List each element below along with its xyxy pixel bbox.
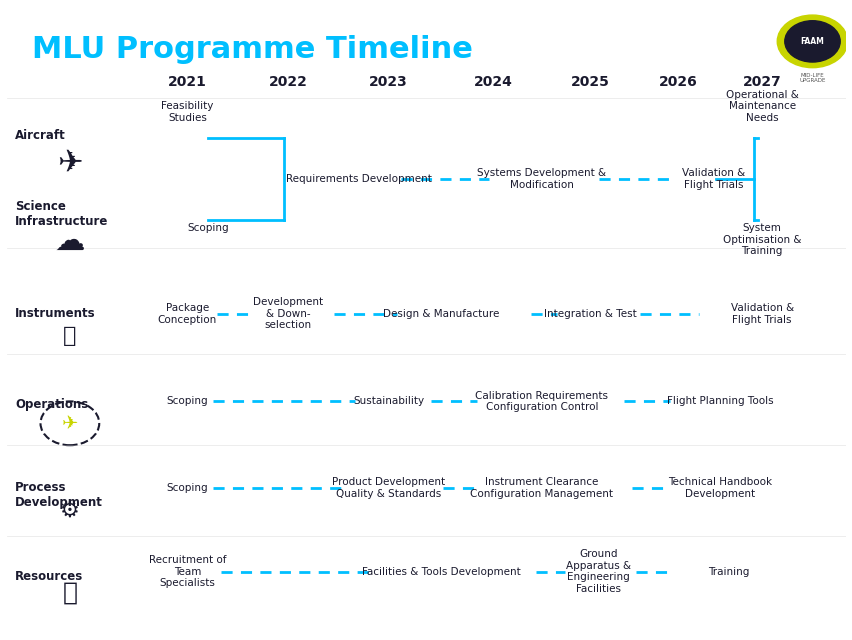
Text: Ground
Apparatus &
Engineering
Facilities: Ground Apparatus & Engineering Facilitie… [565,549,630,594]
Text: Package
Conception: Package Conception [158,303,216,324]
Text: Science
Infrastructure: Science Infrastructure [15,200,108,228]
Text: Instruments: Instruments [15,307,95,320]
Text: 2021: 2021 [168,75,206,89]
Text: Flight Planning Tools: Flight Planning Tools [666,396,773,406]
Text: 🪂: 🪂 [63,326,77,346]
Text: MLU Programme Timeline: MLU Programme Timeline [32,35,473,64]
Text: MID-LIFE
UPGRADE: MID-LIFE UPGRADE [798,73,825,83]
Text: Operations: Operations [15,398,89,411]
Text: Scoping: Scoping [187,223,228,233]
Text: ☁: ☁ [55,227,85,256]
Text: ⚙: ⚙ [60,501,80,521]
Text: Design & Manufacture: Design & Manufacture [383,308,498,319]
Text: Scoping: Scoping [166,483,208,493]
Text: Technical Handbook
Development: Technical Handbook Development [667,477,771,499]
Text: Operational &
Maintenance
Needs: Operational & Maintenance Needs [725,90,797,123]
Text: 2023: 2023 [369,75,407,89]
Text: 2024: 2024 [474,75,512,89]
Text: Recruitment of
Team
Specialists: Recruitment of Team Specialists [148,555,226,588]
Text: Aircraft: Aircraft [15,129,66,142]
Text: Instrument Clearance
Configuration Management: Instrument Clearance Configuration Manag… [469,477,613,499]
Text: ✈: ✈ [57,149,83,178]
Circle shape [784,20,839,62]
Text: Systems Development &
Modification: Systems Development & Modification [477,168,606,190]
Text: Sustainability: Sustainability [353,396,423,406]
Text: Requirements Development: Requirements Development [286,174,432,184]
Text: Process
Development: Process Development [15,481,103,509]
Text: Scoping: Scoping [166,396,208,406]
Text: Development
& Down-
selection: Development & Down- selection [253,297,323,330]
Circle shape [776,15,847,68]
Text: 2022: 2022 [268,75,307,89]
Text: Integration & Test: Integration & Test [543,308,636,319]
Text: Validation &
Flight Trials: Validation & Flight Trials [682,168,745,190]
Text: 👥: 👥 [62,580,78,604]
Text: 2027: 2027 [742,75,780,89]
Text: Training: Training [707,566,748,577]
Text: System
Optimisation &
Training: System Optimisation & Training [722,223,801,256]
Text: ✈: ✈ [61,414,78,433]
Text: Validation &
Flight Trials: Validation & Flight Trials [729,303,793,324]
Text: Feasibility
Studies: Feasibility Studies [161,101,213,123]
Text: FAAM: FAAM [800,37,824,46]
Text: Resources: Resources [15,570,83,583]
Text: Product Development
Quality & Standards: Product Development Quality & Standards [331,477,445,499]
Text: 2026: 2026 [658,75,697,89]
Text: Calibration Requirements
Configuration Control: Calibration Requirements Configuration C… [475,390,607,412]
Text: Facilities & Tools Development: Facilities & Tools Development [361,566,520,577]
Text: 2025: 2025 [570,75,609,89]
